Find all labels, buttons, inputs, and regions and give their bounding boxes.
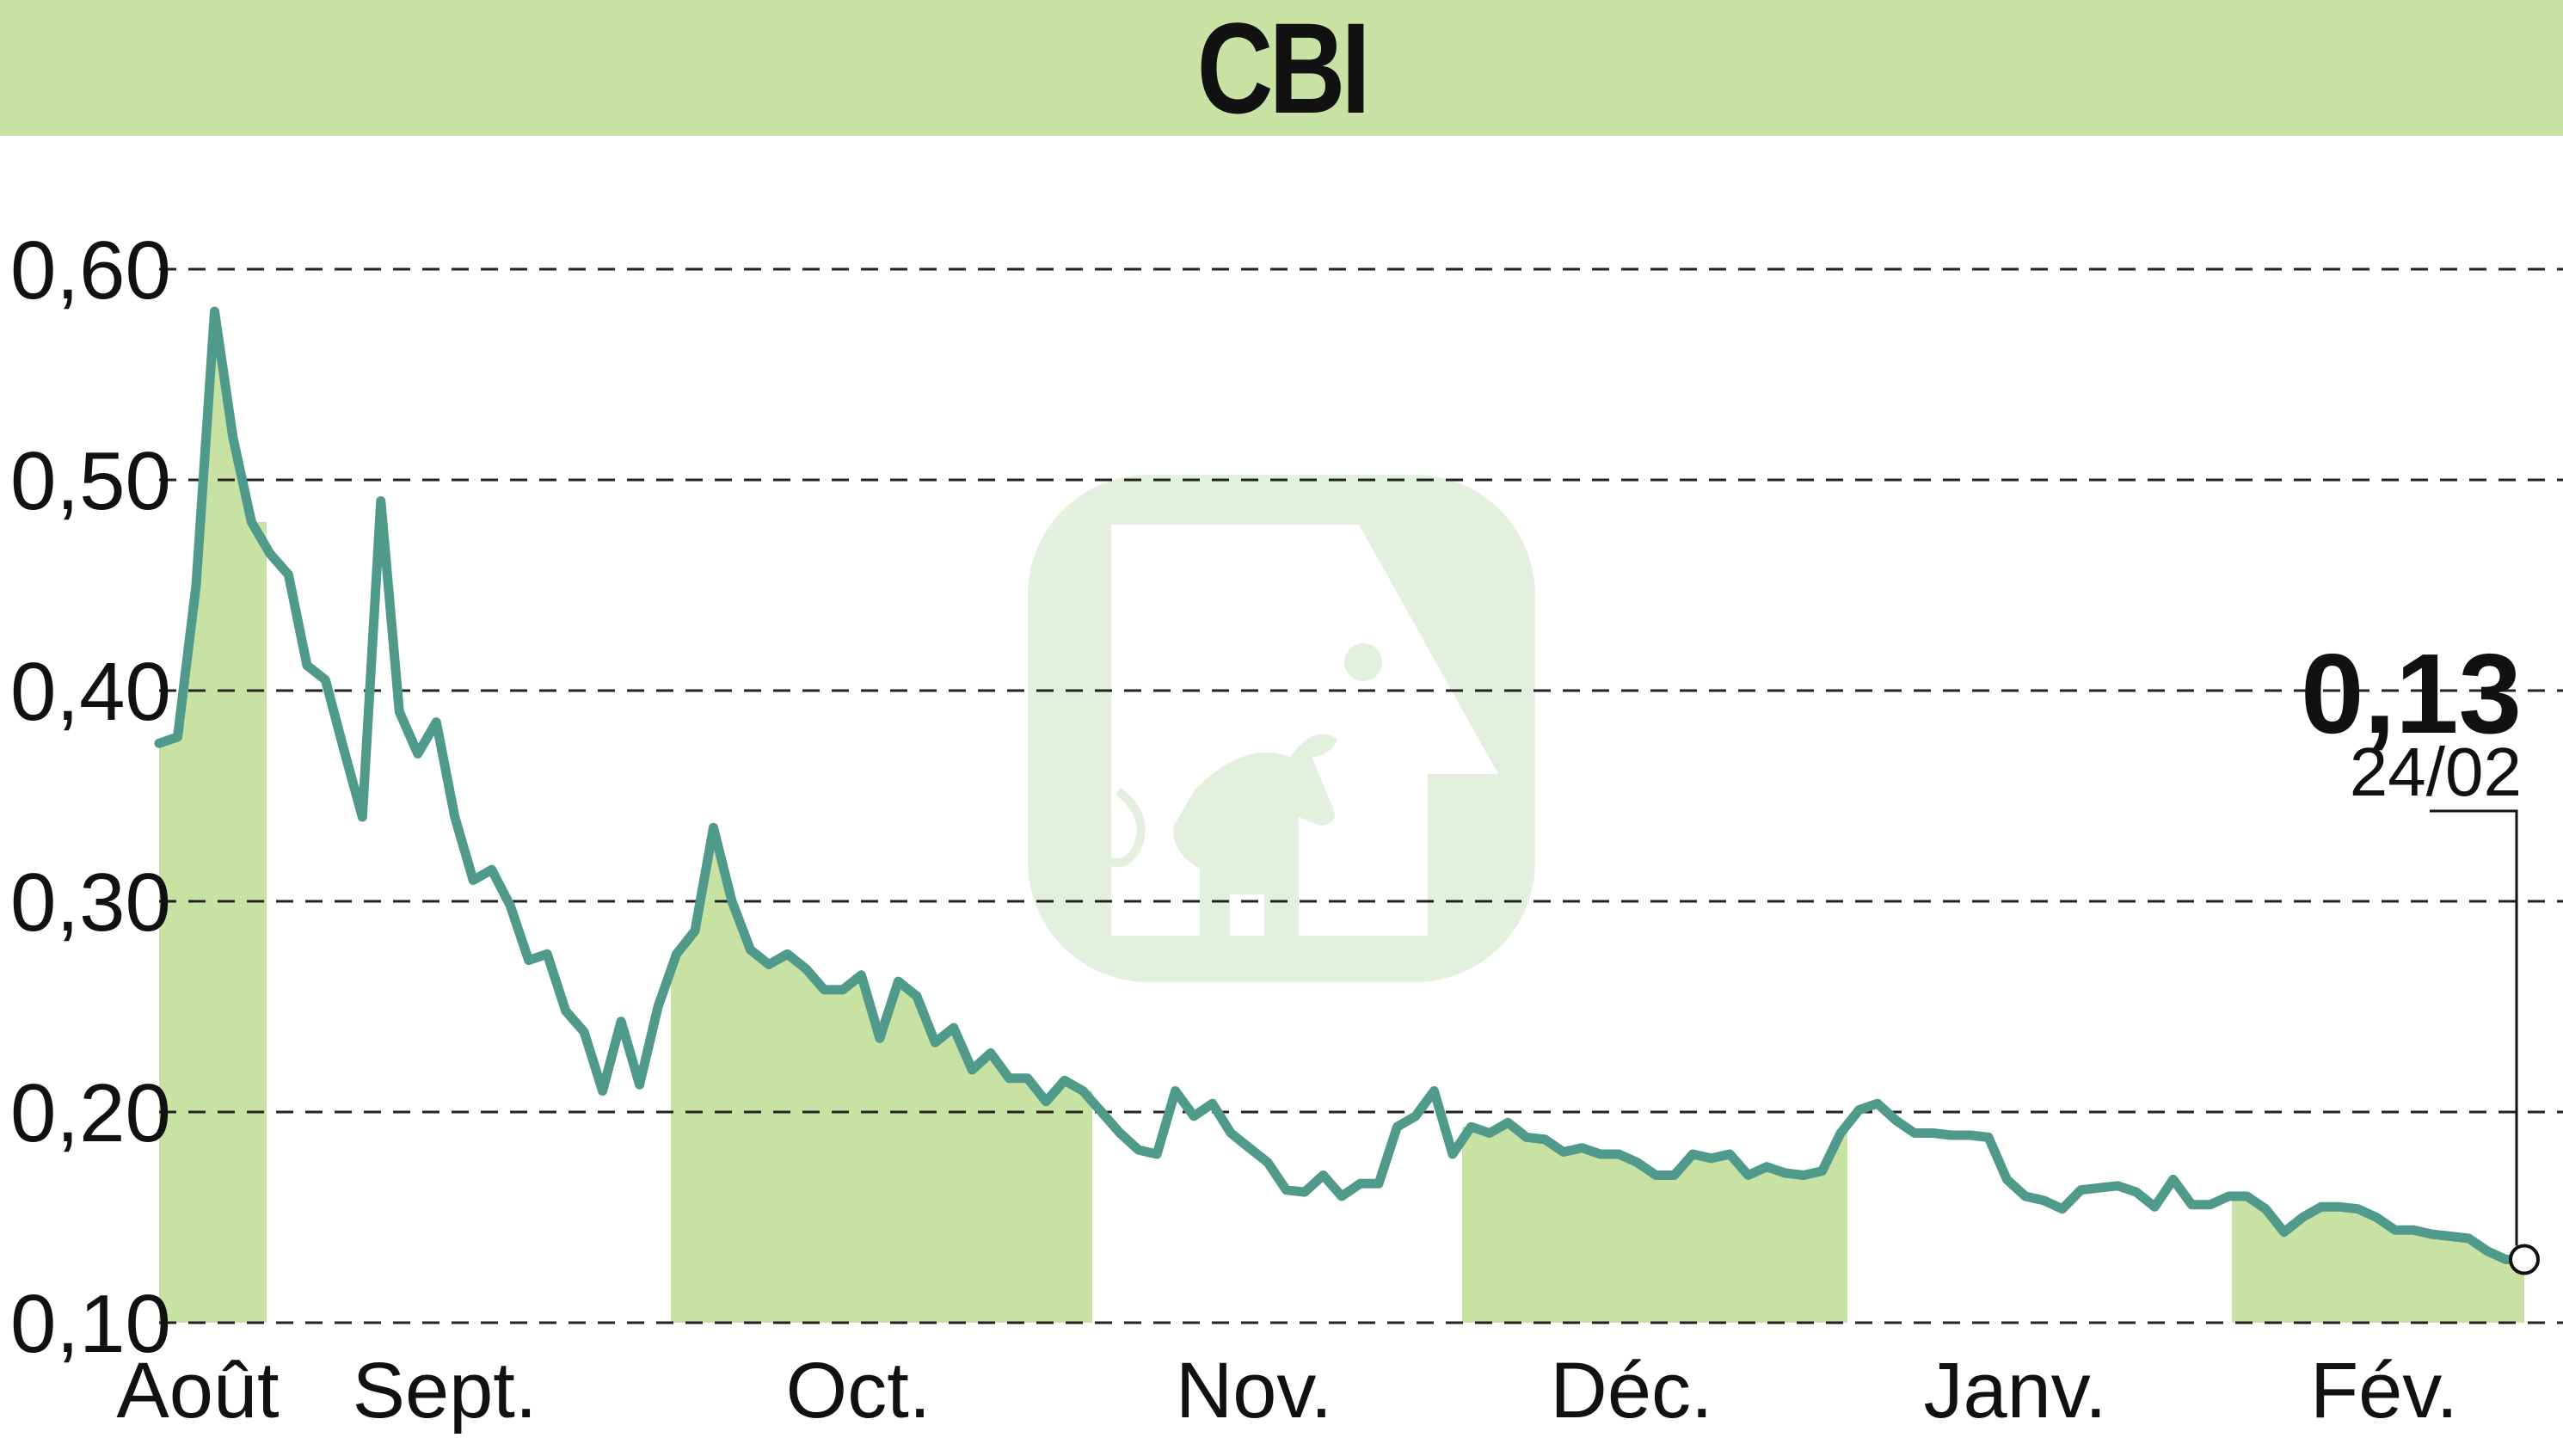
y-tick-label: 0,20 bbox=[10, 1067, 171, 1159]
month-shade-band bbox=[2232, 1196, 2524, 1323]
x-tick-label: Août bbox=[116, 1347, 279, 1434]
leader-line bbox=[2430, 809, 2518, 1246]
last-date-label: 24/02 bbox=[2350, 734, 2522, 810]
y-axis-ticks: 0,10 0,20 0,30 0,40 0,50 0,60 bbox=[10, 224, 171, 1370]
month-shade-band bbox=[1462, 1122, 1847, 1323]
title-bar: CBI bbox=[0, 0, 2563, 140]
series-layer bbox=[154, 306, 2529, 1264]
last-value-annotation: 0,13 24/02 bbox=[2301, 630, 2540, 1275]
y-tick-label: 0,30 bbox=[10, 857, 171, 949]
month-shade-band bbox=[671, 827, 1092, 1323]
x-tick-label: Déc. bbox=[1550, 1347, 1712, 1434]
y-tick-label: 0,50 bbox=[10, 435, 171, 527]
chart-title: CBI bbox=[1196, 0, 1370, 140]
month-shade-band bbox=[159, 311, 267, 1323]
month-shading-layer bbox=[159, 311, 2524, 1323]
x-tick-label: Oct. bbox=[786, 1347, 931, 1434]
last-value-label: 0,13 bbox=[2301, 630, 2522, 757]
price-series-line bbox=[154, 306, 2529, 1264]
grid-lines bbox=[159, 267, 2563, 1324]
x-tick-label: Nov. bbox=[1176, 1347, 1332, 1434]
y-tick-label: 0,10 bbox=[10, 1278, 171, 1370]
x-tick-label: Sept. bbox=[353, 1347, 538, 1434]
bull-logo-watermark bbox=[1028, 475, 1535, 982]
x-tick-label: Fév. bbox=[2310, 1347, 2458, 1434]
y-tick-label: 0,60 bbox=[10, 224, 171, 316]
y-tick-label: 0,40 bbox=[10, 646, 171, 738]
x-tick-label: Janv. bbox=[1923, 1347, 2106, 1434]
last-point-marker bbox=[2509, 1244, 2540, 1275]
x-axis-month-labels: Août Sept. Oct. Nov. Déc. Janv. Fév. bbox=[116, 1347, 2458, 1434]
